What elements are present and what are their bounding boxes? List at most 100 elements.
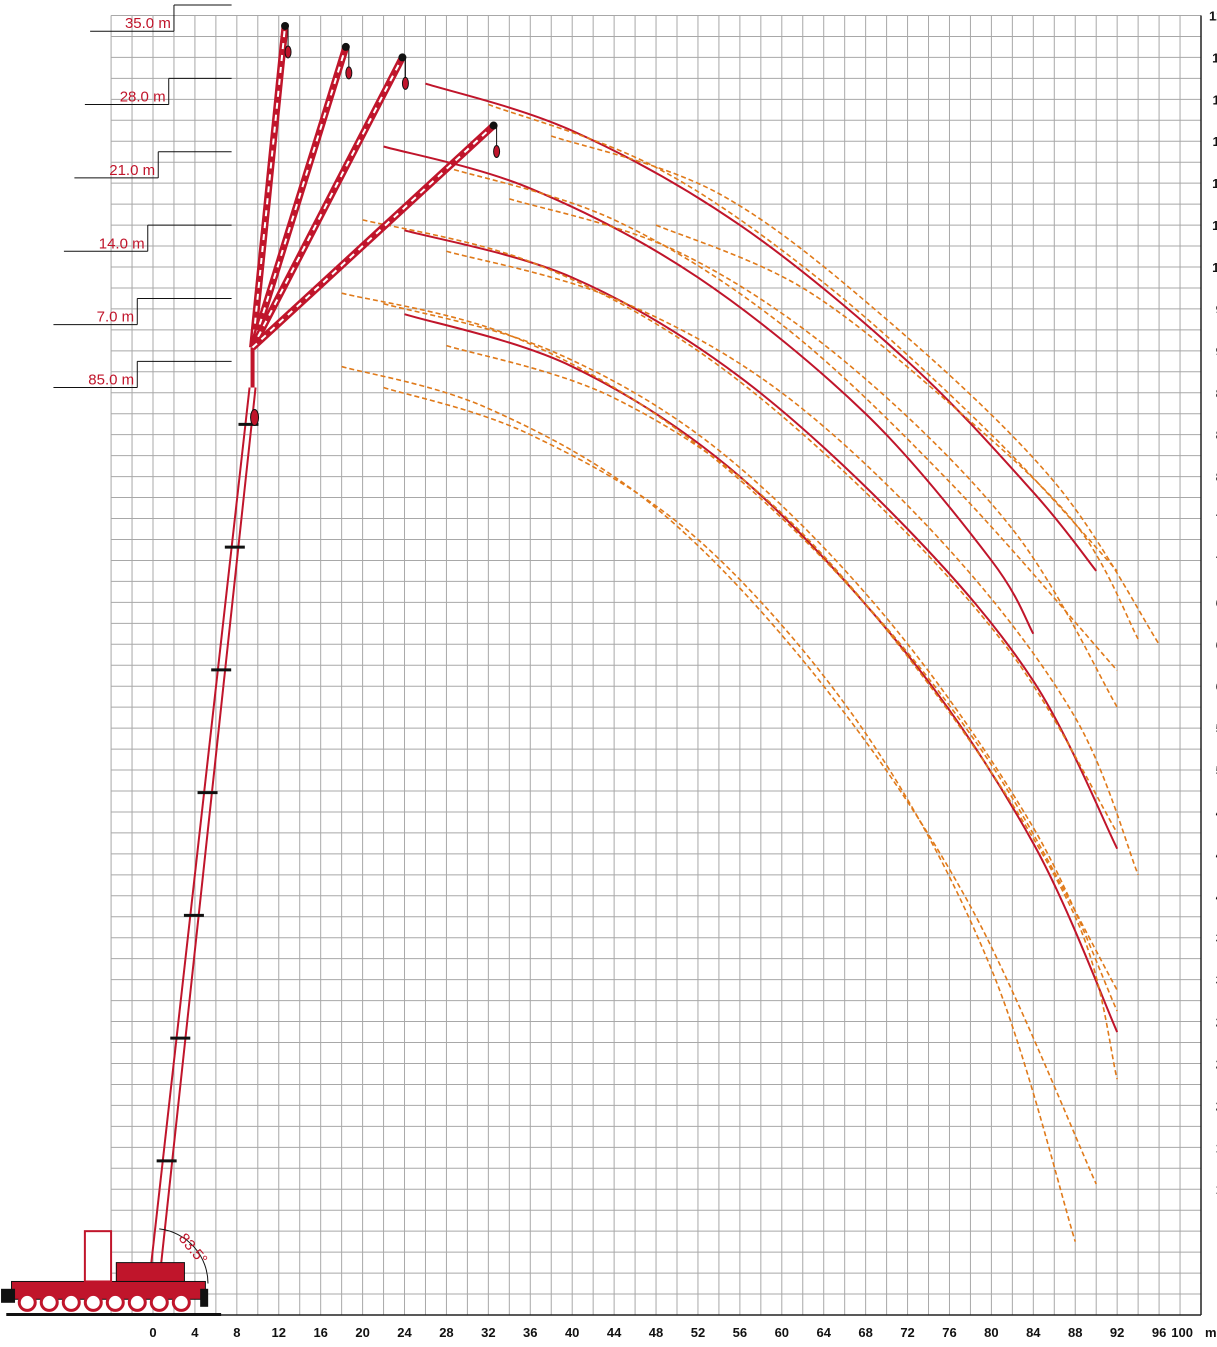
x-tick-label: 76 xyxy=(942,1325,956,1340)
angle-arc xyxy=(159,1228,209,1284)
y-tick-label: 84 xyxy=(1216,428,1217,443)
y-tick-label: 104 xyxy=(1212,218,1217,233)
length-label: 35.0 m xyxy=(125,15,171,32)
y-tick-label: 116 xyxy=(1213,92,1217,107)
crane-drawing: 35.0 m 28.0 m 21.0 m 14.0 m 7.0 m 85.0 m xyxy=(1,4,501,1316)
y-tick-label: 40 xyxy=(1216,889,1217,904)
y-tick-label: 68 xyxy=(1216,595,1217,610)
x-tick-label: 96 xyxy=(1152,1325,1166,1340)
x-tick-label: 72 xyxy=(900,1325,914,1340)
luffing-jib-lattice xyxy=(251,46,347,348)
x-tick-label: 40 xyxy=(565,1325,579,1340)
luffing-jib xyxy=(249,55,406,350)
x-axis-unit: m xyxy=(1205,1325,1217,1340)
y-tick-label: 12 xyxy=(1216,1182,1217,1197)
length-label: 7.0 m xyxy=(97,309,135,326)
y-tick-label: 20 xyxy=(1216,1098,1217,1113)
range-curves xyxy=(341,82,1160,1242)
x-tick-label: 20 xyxy=(355,1325,369,1340)
plot-frame xyxy=(111,15,1202,1316)
x-tick-label: 16 xyxy=(313,1325,327,1340)
y-tick-label: 72 xyxy=(1216,553,1217,568)
y-tick-label: 120 xyxy=(1212,50,1217,65)
y-tick-label: 100 xyxy=(1212,260,1217,275)
x-tick-label: 84 xyxy=(1026,1325,1041,1340)
y-tick-label: 56 xyxy=(1216,721,1217,736)
wheel xyxy=(127,1292,147,1312)
y-tick-label: 52 xyxy=(1216,763,1217,778)
main-hook-block xyxy=(250,409,260,427)
wheel xyxy=(83,1292,103,1312)
x-tick-label: 28 xyxy=(439,1325,453,1340)
tick-labels: 0 4 8 12 16 20 24 28 32 36 40 44 48 52 56 60 64 68 72 76 80 8… xyxy=(149,8,1217,1340)
length-label: 21.0 m xyxy=(109,162,155,179)
y-tick-label: 28 xyxy=(1216,1015,1217,1030)
x-tick-label: 52 xyxy=(691,1325,705,1340)
wheel xyxy=(149,1292,169,1312)
luffing-jib xyxy=(250,122,496,351)
hook-block xyxy=(345,66,353,80)
x-tick-label: 92 xyxy=(1110,1325,1124,1340)
wheel xyxy=(17,1292,37,1312)
outrigger-pad xyxy=(1,1288,16,1303)
x-tick-label: 60 xyxy=(775,1325,789,1340)
superstructure xyxy=(115,1262,185,1282)
range-curve-dashed xyxy=(341,292,1118,991)
range-curve-dashed xyxy=(341,365,1097,1185)
wheel xyxy=(39,1292,59,1312)
range-curve-solid xyxy=(425,82,1097,572)
x-tick-label: 56 xyxy=(733,1325,747,1340)
range-curve-solid xyxy=(404,229,1119,850)
x-tick-label: 32 xyxy=(481,1325,495,1340)
jib-head-sheave xyxy=(398,53,407,62)
x-tick-label: 80 xyxy=(984,1325,998,1340)
range-curve-dashed xyxy=(446,344,1118,1080)
x-tick-label: 44 xyxy=(607,1325,622,1340)
y-tick-label: 80 xyxy=(1216,470,1217,485)
x-tick-label: 8 xyxy=(233,1325,240,1340)
range-curve-dashed xyxy=(362,219,1118,834)
length-label: 28.0 m xyxy=(120,89,166,106)
jib-head-sheave xyxy=(281,21,290,30)
range-curve-dashed xyxy=(655,224,1139,640)
y-tick-label: 60 xyxy=(1216,679,1217,694)
jib-head-sheave xyxy=(489,121,498,130)
y-tick-label: 92 xyxy=(1216,344,1217,359)
y-tick-label: 88 xyxy=(1216,386,1217,401)
counterweight xyxy=(83,1230,113,1283)
length-label: 85.0 m xyxy=(88,372,134,389)
range-curve-dashed xyxy=(383,386,1077,1242)
y-tick-label: 96 xyxy=(1216,302,1217,317)
y-tick-label: 44 xyxy=(1216,847,1217,862)
jib-head-sheave xyxy=(341,42,350,51)
y-tick-label: 124 xyxy=(1209,8,1217,23)
x-tick-label: 24 xyxy=(397,1325,412,1340)
x-tick-label: 12 xyxy=(272,1325,286,1340)
wheel xyxy=(171,1292,191,1312)
luffing-jib-lattice xyxy=(251,25,287,348)
wheel xyxy=(105,1292,125,1312)
x-tick-label: 48 xyxy=(649,1325,663,1340)
y-tick-label: 64 xyxy=(1216,637,1217,652)
y-tick-label: 48 xyxy=(1216,805,1217,820)
hook-block xyxy=(401,76,409,90)
y-tick-label: 32 xyxy=(1216,973,1217,988)
x-tick-label: 64 xyxy=(816,1325,831,1340)
y-tick-label: 112 xyxy=(1213,134,1217,149)
x-tick-label: 68 xyxy=(858,1325,872,1340)
x-tick-label: 0 xyxy=(149,1325,156,1340)
y-tick-label: 16 xyxy=(1216,1140,1217,1155)
range-curve-dashed xyxy=(550,135,1160,645)
hook-block xyxy=(493,145,501,159)
range-curve-dashed xyxy=(446,166,1118,672)
range-curve-dashed xyxy=(509,198,1118,708)
x-tick-label: 88 xyxy=(1068,1325,1082,1340)
x-tick-label: 4 xyxy=(191,1325,199,1340)
outrigger-pad xyxy=(200,1288,209,1307)
range-curve-solid xyxy=(383,145,1035,635)
y-tick-label: 36 xyxy=(1216,931,1217,946)
y-tick-label: 24 xyxy=(1216,1056,1217,1071)
range-curve-dashed xyxy=(446,250,1139,876)
main-boom-chord xyxy=(158,387,257,1284)
